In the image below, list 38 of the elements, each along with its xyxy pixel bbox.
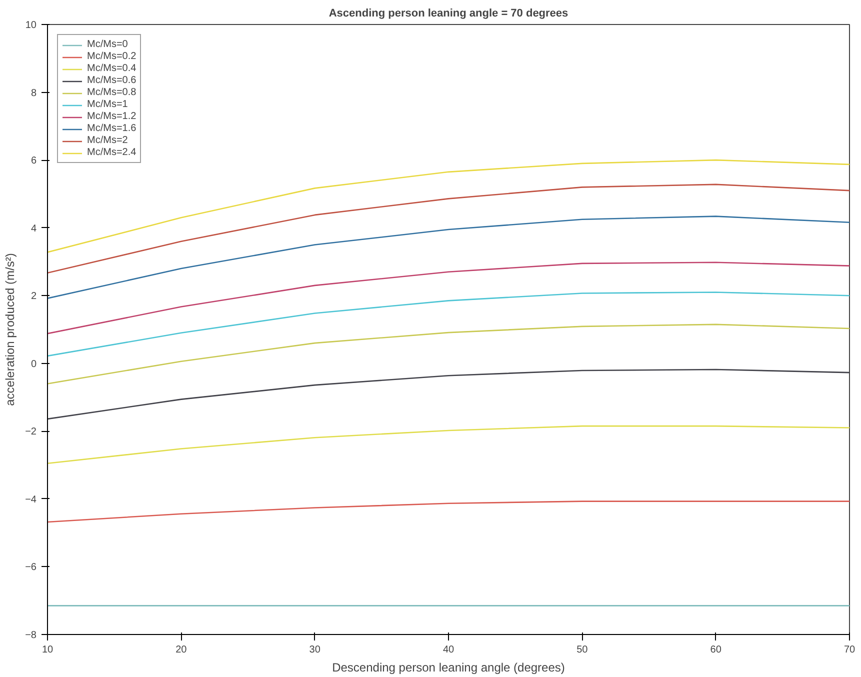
x-axis-title: Descending person leaning angle (degrees) (332, 660, 565, 674)
line-series (48, 159, 850, 253)
legend-label: Mc/Ms=1.2 (87, 111, 136, 122)
y-axis-title: acceleration produced (m/s²) (3, 253, 18, 406)
y-tick-label: −6 (25, 562, 37, 574)
line-series (48, 216, 850, 299)
line-series (48, 292, 850, 357)
legend-label: Mc/Ms=2.4 (87, 147, 136, 158)
chart-title: Ascending person leaning angle = 70 degrees (328, 8, 568, 20)
x-tick-label: 70 (844, 644, 856, 656)
x-tick-label: 30 (309, 644, 321, 656)
line-series (48, 500, 850, 523)
y-tick-label: 10 (25, 20, 37, 31)
x-tick-label: 20 (176, 644, 188, 656)
y-tick-label: −4 (25, 494, 37, 506)
y-tick-label: 0 (30, 358, 37, 370)
y-tick-label: 8 (30, 88, 37, 99)
x-tick-label: 50 (576, 644, 588, 656)
legend-label: Mc/Ms=0.2 (87, 51, 136, 62)
x-tick-label: 40 (442, 644, 454, 656)
y-tick-label: 4 (30, 223, 37, 234)
legend-label: Mc/Ms=0.4 (87, 63, 136, 74)
legend-label: Mc/Ms=1 (87, 99, 128, 110)
legend-label: Mc/Ms=0 (87, 39, 128, 50)
x-tick-label: 60 (710, 644, 722, 656)
y-tick-label: 6 (30, 156, 37, 167)
y-tick-label: −8 (25, 630, 37, 641)
legend-label: Mc/Ms=0.6 (87, 75, 136, 86)
y-tick-label: −2 (25, 426, 37, 438)
legend-label: Mc/Ms=2 (87, 135, 128, 146)
y-tick-label: 2 (30, 291, 37, 302)
legend-label: Mc/Ms=1.6 (87, 123, 136, 134)
line-series (48, 184, 850, 274)
line-series (48, 324, 850, 384)
legend-label: Mc/Ms=0.8 (87, 87, 136, 98)
line-series (48, 262, 850, 334)
x-tick-label: 10 (42, 644, 54, 656)
line-series (48, 425, 850, 464)
